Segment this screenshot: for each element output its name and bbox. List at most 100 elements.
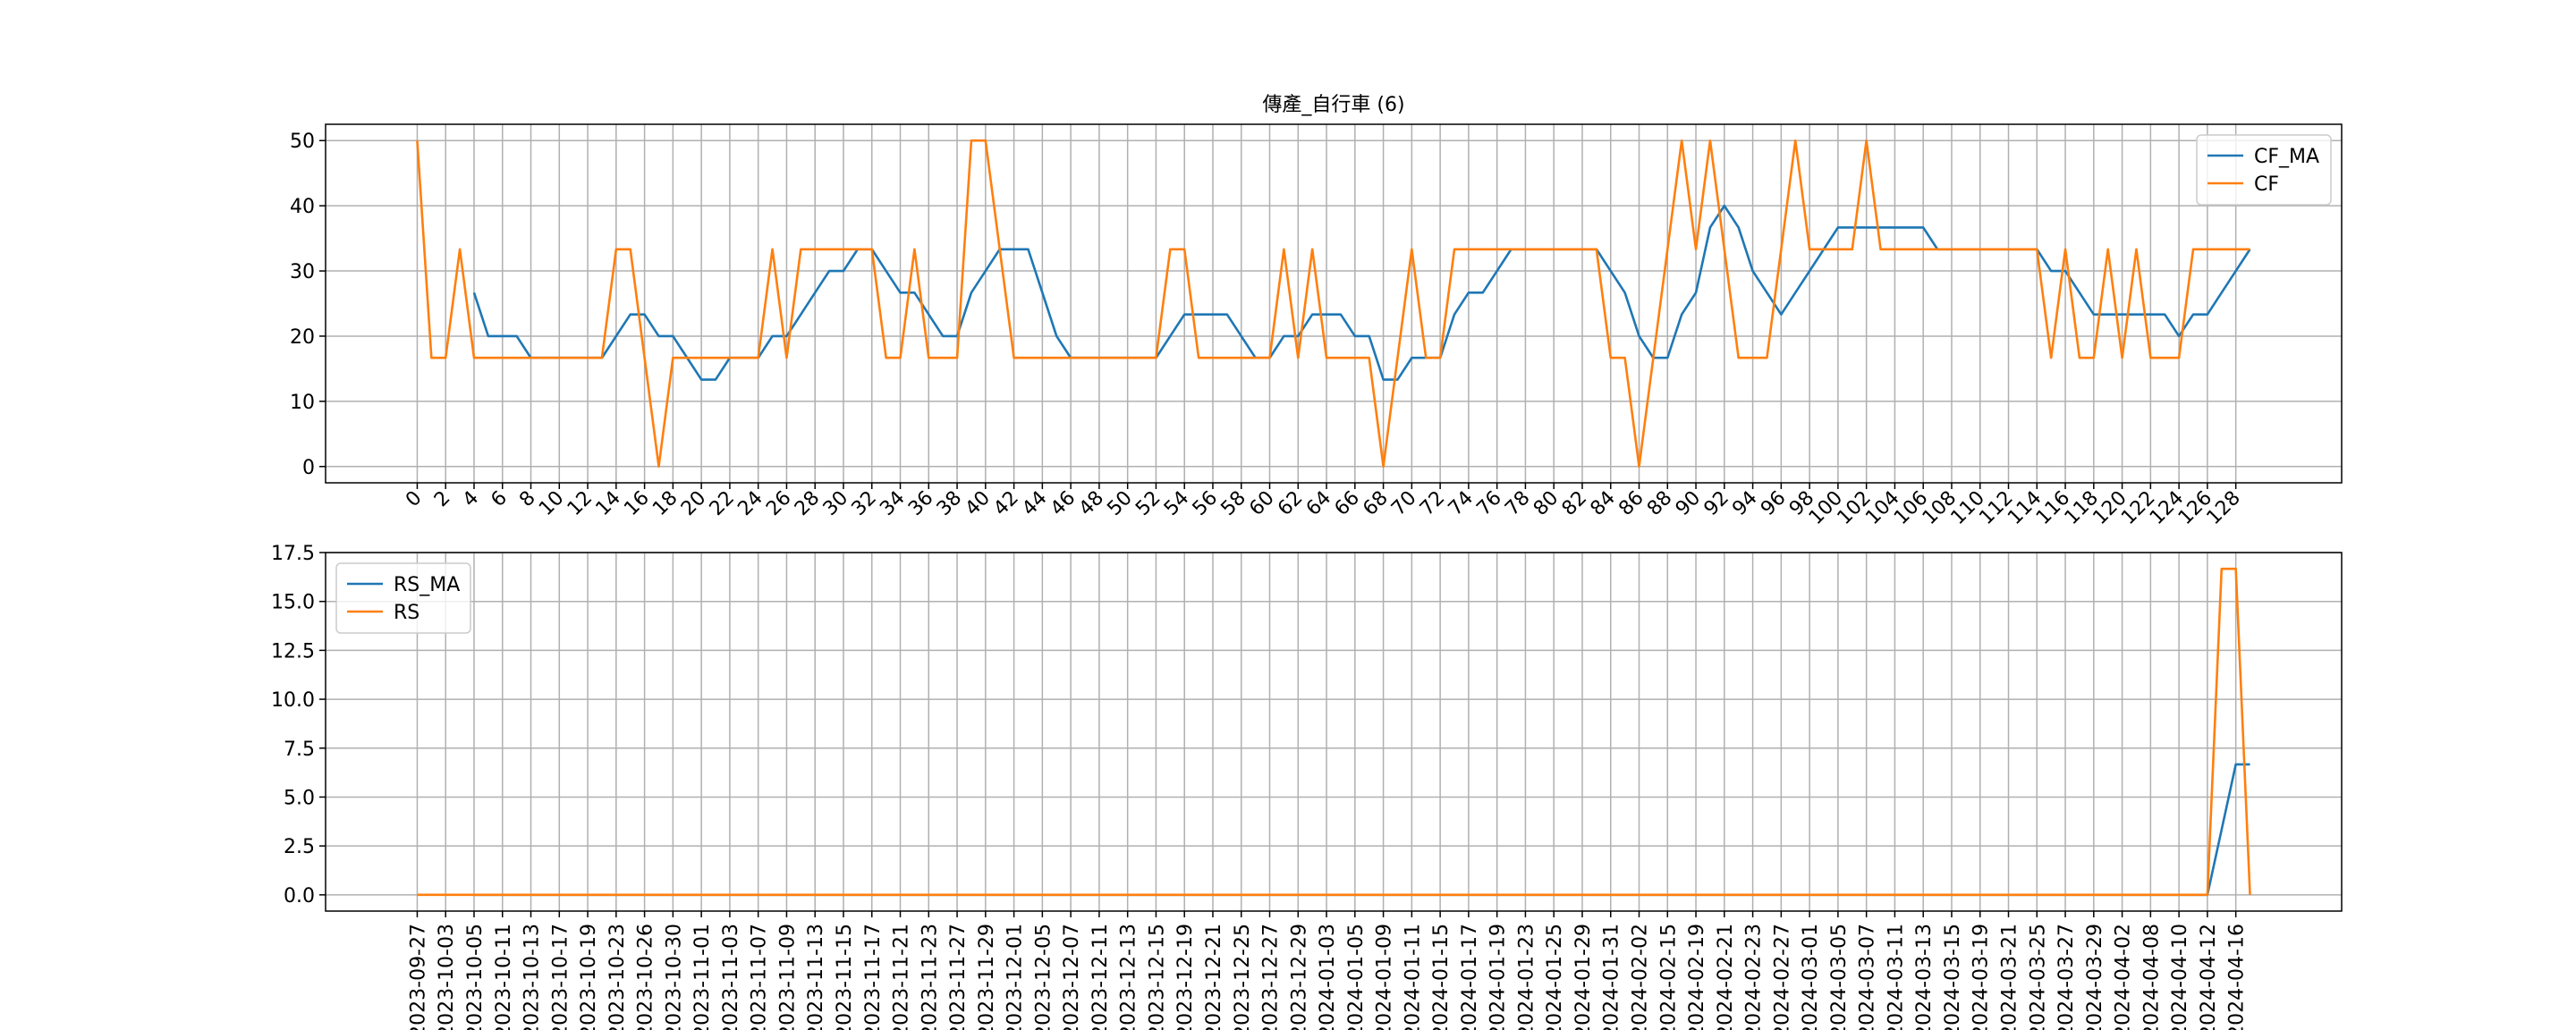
y-tick-label: 2.5 bbox=[284, 836, 315, 858]
x-tick-label: 2023-10-23 bbox=[606, 924, 629, 1030]
y-tick-label: 50 bbox=[290, 131, 315, 153]
x-tick-label: 2023-12-15 bbox=[1146, 924, 1168, 1030]
x-tick-label: 2024-03-15 bbox=[1942, 924, 1964, 1030]
x-tick-label: 0 bbox=[402, 487, 427, 512]
x-tick-label: 2024-01-03 bbox=[1317, 924, 1339, 1030]
legend-box bbox=[2196, 134, 2332, 206]
x-tick-label: 2024-03-01 bbox=[1800, 924, 1822, 1030]
x-tick-label: 2024-03-19 bbox=[1970, 924, 1993, 1030]
y-tick-label: 30 bbox=[290, 261, 315, 283]
x-tick-label: 2024-02-19 bbox=[1686, 924, 1708, 1030]
x-tick-label: 2023-12-07 bbox=[1061, 924, 1083, 1030]
y-tick-label: 0.0 bbox=[284, 885, 315, 908]
x-tick-label: 2023-12-25 bbox=[1232, 924, 1254, 1030]
x-tick-label: 2023-11-27 bbox=[947, 924, 970, 1030]
x-tick-label: 2024-02-21 bbox=[1715, 924, 1737, 1030]
x-tick-label: 2024-01-15 bbox=[1430, 924, 1453, 1030]
x-tick-label: 2023-11-15 bbox=[834, 924, 856, 1030]
x-tick-label: 2023-12-13 bbox=[1118, 924, 1140, 1030]
x-tick-label: 2024-01-29 bbox=[1572, 924, 1595, 1030]
x-tick-label: 8 bbox=[515, 487, 540, 512]
y-tick-label: 17.5 bbox=[271, 543, 315, 565]
x-tick-label: 2024-01-11 bbox=[1402, 924, 1424, 1030]
x-tick-label: 2023-10-13 bbox=[521, 924, 544, 1030]
y-tick-label: 40 bbox=[290, 196, 315, 218]
y-tick-label: 12.5 bbox=[271, 640, 315, 663]
x-tick-label: 2024-01-31 bbox=[1601, 924, 1623, 1030]
chart-title: 傳產_自行車 (6) bbox=[1262, 94, 1404, 116]
x-tick-label: 2024-03-25 bbox=[2027, 924, 2049, 1030]
x-tick-label: 2023-12-01 bbox=[1004, 924, 1027, 1030]
legend-label: RS bbox=[394, 602, 419, 624]
legend-box bbox=[335, 562, 471, 634]
axes-frame bbox=[325, 123, 2343, 484]
x-tick-label: 2023-12-21 bbox=[1203, 924, 1225, 1030]
y-tick-label: 20 bbox=[290, 326, 315, 349]
x-tick-label: 2024-04-02 bbox=[2113, 924, 2135, 1030]
x-tick-label: 2024-04-08 bbox=[2140, 924, 2163, 1030]
x-tick-label: 2023-09-27 bbox=[407, 924, 429, 1030]
series-line bbox=[417, 567, 2251, 897]
x-tick-label: 2024-02-23 bbox=[1743, 924, 1766, 1030]
x-tick-label: 2023-12-27 bbox=[1260, 924, 1283, 1030]
x-tick-label: 2023-11-17 bbox=[862, 924, 885, 1030]
x-tick-label: 4 bbox=[459, 487, 484, 512]
x-tick-label: 2024-02-27 bbox=[1771, 924, 1793, 1030]
x-tick-label: 2024-03-27 bbox=[2055, 924, 2078, 1030]
x-tick-label: 2 bbox=[430, 487, 455, 512]
x-tick-label: 2023-10-17 bbox=[549, 924, 572, 1030]
x-tick-label: 2024-03-21 bbox=[1999, 924, 2021, 1030]
x-tick-label: 2023-11-23 bbox=[919, 924, 941, 1030]
x-tick-label: 2023-12-29 bbox=[1288, 924, 1310, 1030]
x-tick-label: 2024-02-15 bbox=[1657, 924, 1680, 1030]
y-tick-label: 15.0 bbox=[271, 592, 315, 614]
x-tick-label: 2023-10-26 bbox=[635, 924, 657, 1030]
x-tick-label: 2024-01-25 bbox=[1544, 924, 1566, 1030]
x-tick-label: 2023-10-03 bbox=[436, 924, 458, 1030]
series-line bbox=[473, 763, 2250, 897]
legend: RS_MA RS bbox=[335, 562, 471, 634]
x-tick-label: 2023-11-13 bbox=[805, 924, 827, 1030]
x-tick-label: 2024-01-09 bbox=[1374, 924, 1396, 1030]
x-tick-label: 2024-01-23 bbox=[1515, 924, 1538, 1030]
x-tick-label: 2023-10-11 bbox=[493, 924, 515, 1030]
x-tick-label: 2024-03-13 bbox=[1913, 924, 1936, 1030]
x-tick-label: 2024-04-10 bbox=[2169, 924, 2191, 1030]
x-tick-label: 2024-01-05 bbox=[1345, 924, 1368, 1030]
x-tick-label: 2023-11-21 bbox=[891, 924, 913, 1030]
x-tick-label: 6 bbox=[487, 487, 512, 512]
x-tick-label: 2023-11-03 bbox=[720, 924, 742, 1030]
x-tick-label: 2024-01-19 bbox=[1487, 924, 1510, 1030]
y-tick-label: 0 bbox=[302, 457, 315, 479]
x-tick-label: 2023-12-05 bbox=[1032, 924, 1055, 1030]
y-tick-label: 7.5 bbox=[284, 739, 315, 761]
x-tick-label: 2023-11-01 bbox=[691, 924, 714, 1030]
x-tick-label: 2023-10-19 bbox=[578, 924, 600, 1030]
x-tick-label: 2024-04-12 bbox=[2198, 924, 2220, 1030]
legend-label: CF_MA bbox=[2254, 146, 2319, 168]
y-tick-label: 10.0 bbox=[271, 689, 315, 712]
x-tick-label: 2023-11-29 bbox=[976, 924, 998, 1030]
legend: CF_MA CF bbox=[2196, 134, 2332, 206]
series-line bbox=[472, 204, 2251, 381]
x-tick-label: 2024-03-29 bbox=[2084, 924, 2106, 1030]
legend-label: RS_MA bbox=[394, 574, 460, 596]
y-tick-label: 10 bbox=[290, 392, 315, 414]
legend-label: CF bbox=[2254, 173, 2279, 196]
x-tick-label: 2023-12-19 bbox=[1174, 924, 1197, 1030]
x-tick-label: 2024-01-17 bbox=[1459, 924, 1481, 1030]
x-tick-label: 2023-10-05 bbox=[464, 924, 487, 1030]
x-tick-label: 2024-03-07 bbox=[1857, 924, 1879, 1030]
x-tick-label: 2023-10-30 bbox=[663, 924, 685, 1030]
axes-frame bbox=[325, 552, 2343, 912]
x-tick-label: 2023-11-09 bbox=[776, 924, 799, 1030]
x-tick-label: 2023-11-07 bbox=[749, 924, 771, 1030]
x-tick-label: 2024-04-16 bbox=[2226, 924, 2249, 1030]
x-tick-label: 128 bbox=[2203, 487, 2245, 529]
x-tick-label: 2024-03-11 bbox=[1885, 924, 1907, 1030]
x-tick-label: 2024-02-02 bbox=[1630, 924, 1652, 1030]
x-tick-label: 2024-03-05 bbox=[1828, 924, 1851, 1030]
series-line bbox=[416, 139, 2250, 469]
y-tick-label: 5.0 bbox=[284, 787, 315, 809]
